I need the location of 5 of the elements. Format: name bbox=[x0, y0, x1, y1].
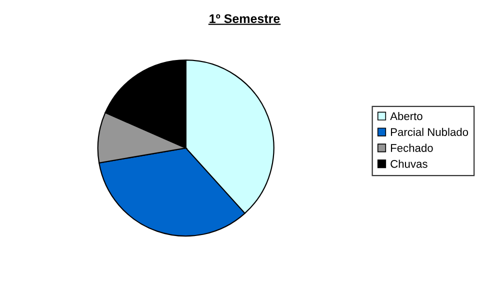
legend-label: Fechado bbox=[390, 144, 433, 152]
chart-title: 1º Semestre bbox=[210, 14, 280, 24]
legend-label: Chuvas bbox=[390, 160, 428, 168]
legend-label: Aberto bbox=[390, 112, 422, 120]
legend-label: Parcial Nublado bbox=[390, 128, 468, 136]
